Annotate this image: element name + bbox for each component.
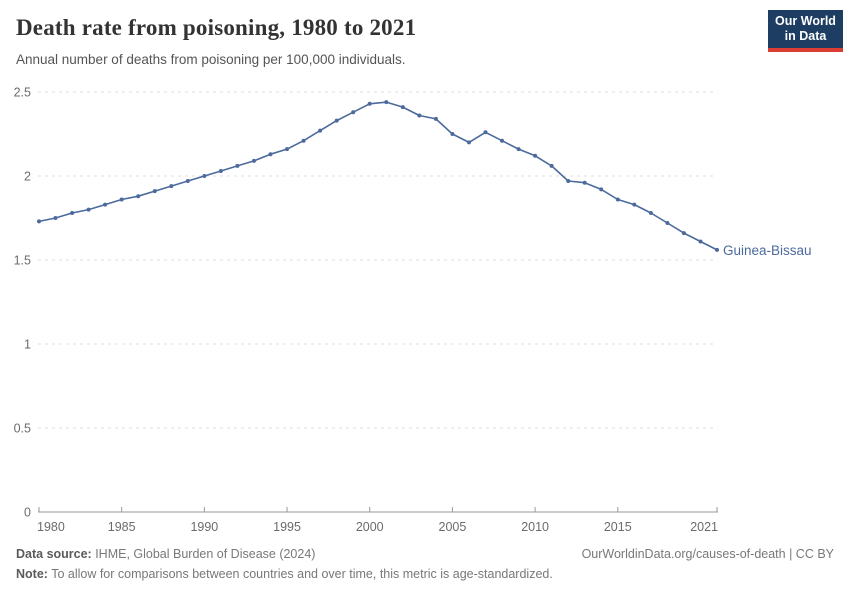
- data-point: [417, 113, 422, 118]
- data-source-value: IHME, Global Burden of Disease (2024): [91, 547, 316, 561]
- data-source-label: Data source:: [16, 547, 92, 561]
- data-point: [715, 247, 719, 252]
- data-point: [136, 194, 141, 199]
- x-axis-tick-label: 2005: [439, 520, 467, 534]
- note-value: To allow for comparisons between countri…: [47, 567, 553, 581]
- page-title: Death rate from poisoning, 1980 to 2021: [16, 15, 417, 40]
- data-point: [698, 239, 703, 244]
- x-axis-tick-label: 1990: [190, 520, 218, 534]
- x-axis-tick-label: 1995: [273, 520, 301, 534]
- data-point: [86, 207, 91, 212]
- data-point: [433, 116, 438, 121]
- data-point: [301, 138, 306, 143]
- data-point: [549, 163, 554, 168]
- note-text: Note: To allow for comparisons between c…: [16, 564, 834, 584]
- data-point: [681, 231, 686, 236]
- x-axis-tick-label: 2000: [356, 520, 384, 534]
- y-axis-tick-label: 0: [24, 506, 31, 520]
- owid-logo: Our World in Data: [768, 10, 843, 52]
- y-axis-tick-label: 0.5: [14, 422, 31, 436]
- y-axis-tick-label: 2: [24, 170, 31, 184]
- data-point: [632, 202, 637, 207]
- x-axis-tick-label: 2021: [690, 520, 718, 534]
- data-point: [53, 216, 58, 220]
- data-point: [351, 110, 356, 115]
- data-point: [334, 118, 339, 123]
- x-axis-tick-label: 2010: [521, 520, 549, 534]
- data-point: [615, 197, 620, 202]
- data-point: [202, 174, 207, 178]
- x-axis-tick-label: 1980: [37, 520, 65, 534]
- y-axis-tick-label: 1.5: [14, 254, 31, 268]
- data-point: [582, 180, 587, 185]
- series-end-label: Guinea-Bissau: [723, 243, 812, 258]
- data-point: [37, 219, 41, 224]
- data-point: [235, 163, 240, 168]
- y-axis-tick-label: 1: [24, 338, 31, 352]
- data-source-text: Data source: IHME, Global Burden of Dise…: [16, 544, 315, 564]
- data-line: [38, 101, 718, 251]
- owid-logo-line2: in Data: [784, 29, 827, 43]
- data-point: [483, 130, 488, 135]
- data-point: [119, 197, 124, 202]
- data-point: [169, 184, 174, 189]
- data-point: [103, 202, 108, 207]
- note-label: Note:: [16, 567, 48, 581]
- data-point: [599, 187, 604, 192]
- data-point: [318, 128, 323, 133]
- data-point: [152, 189, 157, 194]
- data-point: [185, 179, 190, 183]
- chart-footer: Data source: IHME, Global Burden of Dise…: [0, 544, 850, 584]
- data-point: [285, 147, 289, 152]
- data-point: [467, 140, 471, 145]
- data-point: [533, 153, 538, 158]
- data-point: [665, 221, 670, 225]
- data-point: [70, 211, 75, 215]
- x-axis-tick-label: 1985: [108, 520, 136, 534]
- data-point: [268, 152, 273, 157]
- data-point: [516, 147, 521, 152]
- data-point: [218, 169, 223, 173]
- data-point: [400, 105, 405, 110]
- x-axis-tick-label: 2015: [604, 520, 632, 534]
- data-point: [384, 100, 389, 105]
- data-point: [252, 158, 256, 163]
- owid-logo-line1: Our World: [775, 14, 836, 28]
- data-point: [450, 132, 455, 136]
- data-point: [648, 211, 653, 215]
- owid-citation-link[interactable]: OurWorldinData.org/causes-of-death | CC …: [581, 547, 834, 561]
- y-axis-tick-label: 2.5: [14, 86, 31, 100]
- data-point: [367, 101, 372, 106]
- chart-subtitle: Annual number of deaths from poisoning p…: [16, 52, 406, 67]
- data-point: [566, 179, 571, 183]
- data-point: [500, 138, 504, 143]
